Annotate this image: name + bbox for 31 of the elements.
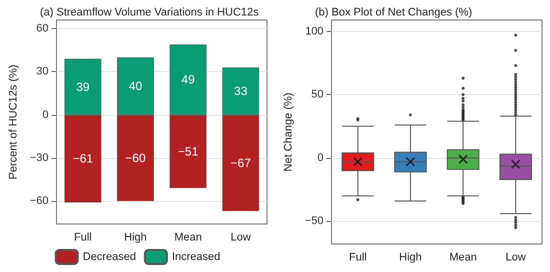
data-label: −60 [125,150,146,165]
chart-title: (a) Streamflow Volume Variations in HUC12s [40,6,260,18]
chart-title: (b) Box Plot of Net Changes (%) [315,6,472,18]
data-label: −61 [72,152,94,166]
y-tick-label: −60 [30,195,49,208]
y-tick-label: 60 [36,22,49,35]
data-label: 39 [76,80,90,94]
legend-label: Decreased [82,251,136,263]
x-tick-label: Full [348,252,367,264]
data-label: 40 [128,79,142,94]
y-tick-label: 30 [36,66,49,78]
x-tick-label: High [399,252,422,264]
y-tick-label: −30 [30,152,49,164]
legend-label: Increased [172,251,220,263]
y-tick-label: 50 [311,88,324,101]
y-tick-label: 0 [42,108,49,121]
data-label: −51 [178,144,199,158]
x-tick-label: Full [74,232,92,244]
y-axis-title: Net Change (%) [282,92,294,172]
y-tick-label: 100 [305,25,324,38]
data-label: −67 [230,156,252,170]
data-label: 33 [234,84,248,98]
x-tick-label: Mean [449,252,477,264]
y-tick-label: 0 [317,152,324,164]
y-axis-title: Percent of HUC12s (%) [8,64,20,180]
x-tick-label: Low [506,252,526,264]
x-tick-label: Mean [174,232,202,244]
data-label: 49 [181,72,196,87]
y-tick-label: −50 [304,215,324,228]
x-tick-label: High [124,232,147,244]
x-tick-label: Low [230,232,251,244]
